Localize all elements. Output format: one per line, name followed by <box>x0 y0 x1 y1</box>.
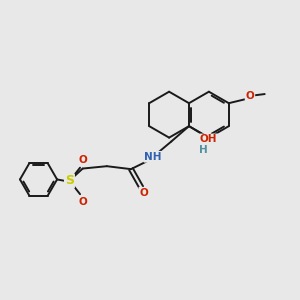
Text: OH: OH <box>200 134 218 144</box>
Text: O: O <box>246 91 254 100</box>
Text: O: O <box>79 196 88 206</box>
Text: NH: NH <box>144 152 162 162</box>
Text: H: H <box>199 145 208 155</box>
Text: O: O <box>79 155 88 165</box>
Text: O: O <box>139 188 148 198</box>
Text: S: S <box>65 174 74 188</box>
